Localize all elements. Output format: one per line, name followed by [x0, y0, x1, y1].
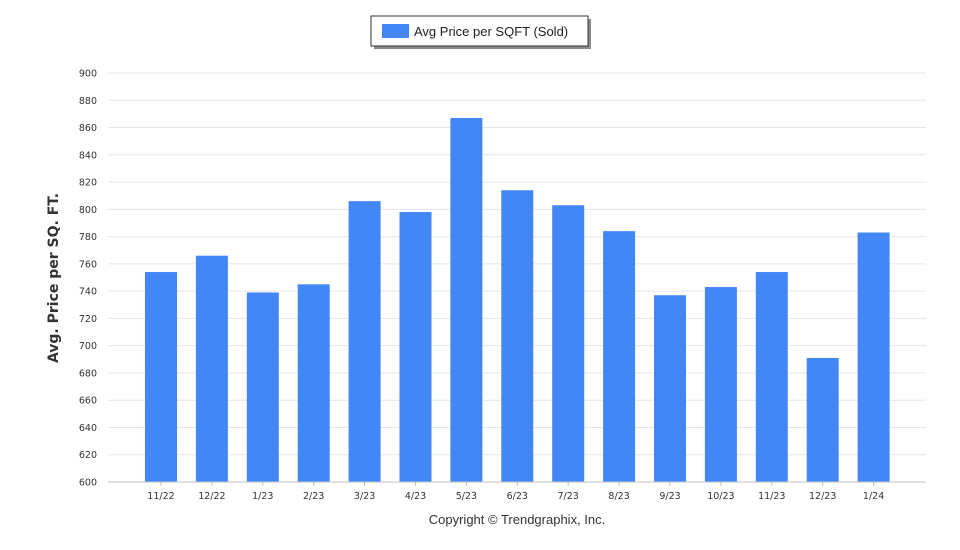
bar-3-23[interactable]: [348, 201, 381, 483]
y-tick-label: 600: [79, 478, 97, 489]
bar-6-23[interactable]: [501, 190, 534, 482]
x-tick-label: 2/23: [303, 491, 324, 502]
x-tick-label: 10/23: [707, 491, 734, 502]
bar-1-24[interactable]: [857, 232, 890, 482]
x-tick-label: 6/23: [507, 491, 528, 502]
bars: [145, 117, 890, 483]
x-axis-ticks: 11/22 12/22 1/23 2/23 3/23 4/23 5/23 6/23 7/23 8/…: [147, 482, 884, 502]
y-tick-label: 640: [79, 423, 97, 434]
legend[interactable]: Avg Price per SQFT (Sold): [370, 15, 591, 49]
x-tick-label: 7/23: [558, 491, 579, 502]
x-tick-label: 4/23: [405, 491, 426, 502]
y-tick-label: 740: [79, 287, 97, 298]
bar-11-23[interactable]: [755, 272, 788, 482]
y-axis-ticks: 600 620 640 660 680 700 720 740 760 780 800 820 840 8…: [79, 69, 97, 489]
x-tick-label: 9/23: [659, 491, 680, 502]
y-tick-label: 820: [79, 178, 97, 189]
y-tick-label: 620: [79, 450, 97, 461]
legend-swatch: [382, 24, 409, 38]
bar-7-23[interactable]: [552, 205, 585, 482]
bar-11-22[interactable]: [145, 272, 177, 482]
x-tick-label: 11/23: [758, 491, 785, 502]
y-tick-label: 840: [79, 150, 97, 161]
bar-12-22[interactable]: [195, 255, 228, 482]
y-tick-label: 760: [79, 259, 97, 270]
y-tick-label: 720: [79, 314, 97, 325]
bar-9-23[interactable]: [654, 295, 686, 482]
bar-8-23[interactable]: [603, 231, 636, 482]
bar-12-23[interactable]: [806, 357, 839, 482]
bar-10-23[interactable]: [704, 287, 737, 482]
bar-1-23[interactable]: [246, 292, 279, 482]
x-tick-label: 1/23: [252, 491, 273, 502]
y-tick-label: 900: [79, 69, 97, 80]
y-tick-label: 860: [79, 123, 97, 134]
bar-2-23[interactable]: [297, 284, 330, 482]
bar-4-23[interactable]: [399, 212, 432, 482]
y-tick-label: 880: [79, 96, 97, 107]
legend-label: Avg Price per SQFT (Sold): [414, 24, 568, 39]
x-tick-label: 12/23: [809, 491, 836, 502]
x-tick-label: 8/23: [608, 491, 629, 502]
y-tick-label: 800: [79, 205, 97, 216]
copyright: Copyright © Trendgraphix, Inc.: [429, 512, 606, 527]
y-tick-label: 780: [79, 232, 97, 243]
y-tick-label: 680: [79, 368, 97, 379]
bar-5-23[interactable]: [450, 117, 483, 483]
x-tick-label: 11/22: [147, 491, 174, 502]
x-tick-label: 5/23: [456, 491, 477, 502]
x-tick-label: 1/24: [863, 491, 884, 502]
x-tick-label: 12/22: [198, 491, 225, 502]
y-axis-label: Avg. Price per SQ. FT.: [46, 193, 62, 363]
y-tick-label: 660: [79, 396, 97, 407]
x-tick-label: 3/23: [354, 491, 375, 502]
y-tick-label: 700: [79, 341, 97, 352]
